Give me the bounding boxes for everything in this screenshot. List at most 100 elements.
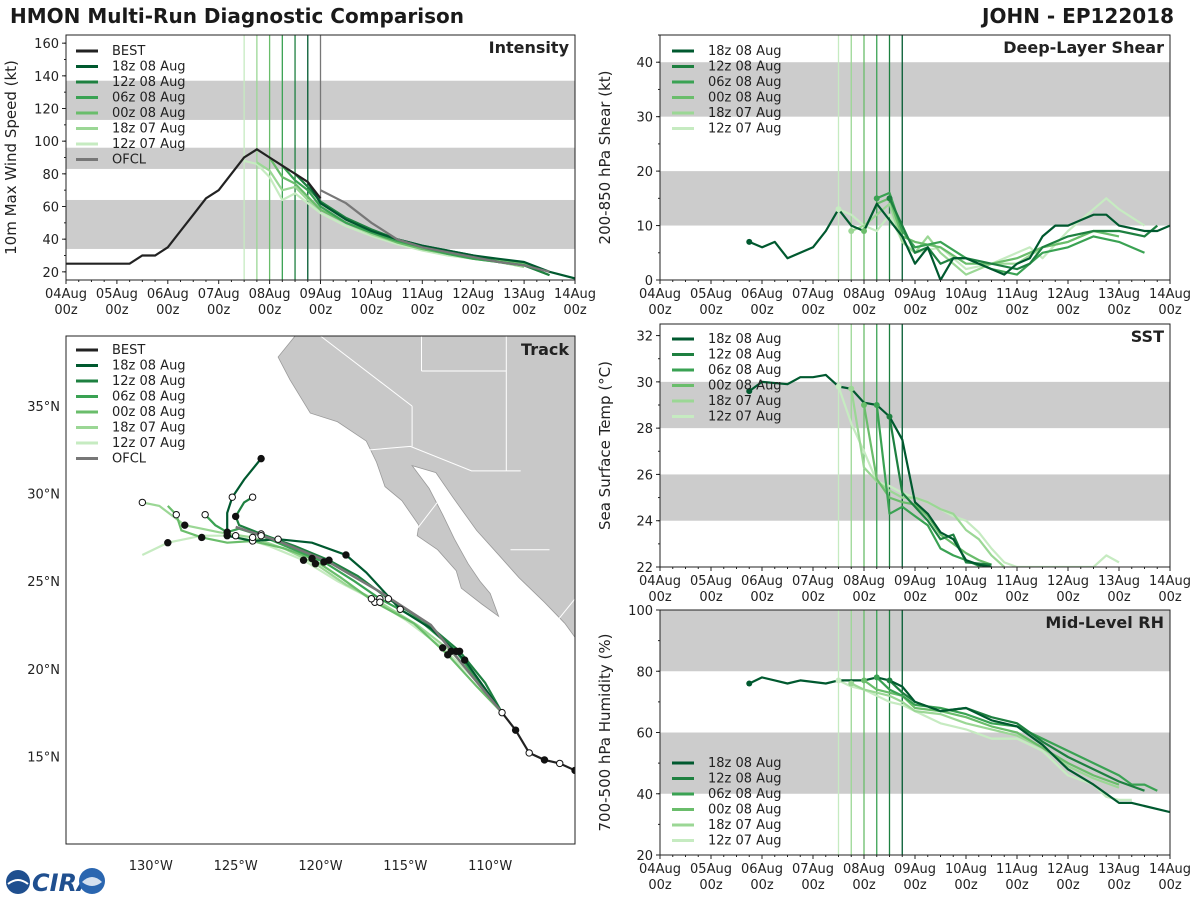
shear-xtick-label-day: 07Aug <box>792 287 834 302</box>
state-border <box>416 495 444 530</box>
track-legend-label: 18z 08 Aug <box>112 359 186 374</box>
intensity-xtick-label-day: 06Aug <box>147 287 189 302</box>
intensity-xtick-label-hour: 00z <box>105 303 129 318</box>
intensity-title: Intensity <box>489 38 570 57</box>
rh-ytick-label: 20 <box>636 849 653 864</box>
shear-panel: 01020304004Aug00z05Aug00z06Aug00z07Aug00… <box>596 34 1191 318</box>
sst-legend-label: 12z 08 Aug <box>708 348 782 363</box>
sst-legend-label: 18z 07 Aug <box>708 394 782 409</box>
state-border <box>557 598 575 621</box>
intensity-xtick-label-hour: 00z <box>563 303 587 318</box>
cira-logo: CIRA <box>6 868 105 897</box>
rh-xtick-label-day: 05Aug <box>690 862 732 877</box>
shear-legend-label: 18z 08 Aug <box>708 44 782 59</box>
track-position-marker <box>138 498 147 507</box>
sst-xtick-label-hour: 00z <box>903 590 927 605</box>
track-position-marker <box>257 454 265 463</box>
sst-start-marker <box>835 383 842 390</box>
shear-band <box>660 171 1170 226</box>
rh-plot-area <box>660 610 1170 855</box>
track-ytick-label: 15°N <box>27 750 60 765</box>
track-position-marker <box>198 533 206 542</box>
track-xtick-label: 110°W <box>468 859 512 874</box>
intensity-xtick-label-hour: 00z <box>411 303 435 318</box>
intensity-xtick-label-hour: 00z <box>512 303 536 318</box>
sst-xtick-label-hour: 00z <box>852 590 876 605</box>
track-position-marker <box>172 510 180 519</box>
track-best-line <box>501 711 575 772</box>
shear-ytick-label: 0 <box>645 274 653 289</box>
rh-title: Mid-Level RH <box>1045 613 1164 632</box>
track-position-marker <box>367 595 376 603</box>
track-position-marker <box>320 558 328 566</box>
sst-plot-area <box>660 324 1170 567</box>
rh-legend-label: 00z 08 Aug <box>708 803 782 818</box>
rh-panel: 2040608010004Aug00z05Aug00z06Aug00z07Aug… <box>596 604 1191 893</box>
rh-start-marker <box>848 680 855 687</box>
track-position-marker <box>231 512 240 521</box>
rh-xtick-label-hour: 00z <box>1107 878 1131 893</box>
intensity-legend-label: 18z 07 Aug <box>112 122 186 137</box>
sst-start-marker <box>873 402 880 408</box>
shear-legend-label: 00z 08 Aug <box>708 91 782 106</box>
intensity-xtick-label-day: 05Aug <box>96 287 138 302</box>
sst-xtick-label-hour: 00z <box>801 590 825 605</box>
track-position-marker <box>308 554 316 563</box>
track-frame <box>65 335 576 845</box>
shear-xtick-label-day: 05Aug <box>690 287 732 302</box>
shear-start-marker <box>873 195 880 202</box>
intensity-ofcl-line <box>320 189 550 273</box>
intensity-xtick-label-day: 09Aug <box>300 287 342 302</box>
rh-legend-label: 12z 07 Aug <box>708 834 782 849</box>
intensity-xtick-label-day: 04Aug <box>45 287 87 302</box>
rh-series-line <box>850 682 1120 789</box>
track-position-marker <box>274 535 282 543</box>
sst-ytick-label: 28 <box>636 422 653 437</box>
sst-xtick-label-hour: 00z <box>1107 590 1131 605</box>
intensity-ytick-label: 80 <box>42 168 59 183</box>
track-legend-label: BEST <box>112 343 145 358</box>
sst-start-marker <box>886 413 893 420</box>
sst-ytick-label: 26 <box>636 468 653 483</box>
shear-series-line <box>888 197 1159 271</box>
track-best-marker <box>525 749 533 757</box>
track-panel: 15°N 20°N 25°N 30°N 35°N 130°W 125°W 120°W 115°W… <box>27 335 576 874</box>
track-legend-label: 12z 08 Aug <box>112 374 186 389</box>
intensity-ytick-label: 140 <box>34 70 59 85</box>
intensity-ytick-label: 20 <box>42 266 59 281</box>
storm-id: JOHN - EP122018 <box>982 4 1174 28</box>
intensity-ylabel: 10m Max Wind Speed (kt) <box>2 60 20 255</box>
rh-xtick-label-hour: 00z <box>903 878 927 893</box>
sst-start-marker <box>861 402 867 408</box>
sst-band <box>660 381 1170 429</box>
intensity-series-line <box>306 181 575 280</box>
shear-series-line <box>838 197 1146 271</box>
intensity-xtick-label-day: 07Aug <box>198 287 240 302</box>
track-position-marker <box>201 510 209 519</box>
shear-xtick-label-day: 06Aug <box>741 287 783 302</box>
track-position-marker <box>257 531 265 540</box>
rh-series-line <box>863 679 1120 786</box>
sst-panel: 22242628303204Aug00z05Aug00z06Aug00z07Au… <box>596 323 1191 605</box>
rh-xtick-label-day: 10Aug <box>945 862 987 877</box>
intensity-xtick-label-hour: 00z <box>309 303 333 318</box>
shear-xtick-label-day: 09Aug <box>894 287 936 302</box>
page-title: HMON Multi-Run Diagnostic Comparison <box>10 4 464 28</box>
track-legend-label: 00z 08 Aug <box>112 405 186 420</box>
rh-xtick-label-hour: 00z <box>954 878 978 893</box>
intensity-ytick-label: 120 <box>34 103 59 118</box>
rh-ytick-label: 60 <box>636 727 653 742</box>
sst-ylabel: Sea Surface Temp (°C) <box>596 361 614 530</box>
shear-xtick-label-day: 11Aug <box>996 287 1038 302</box>
sst-series-line <box>862 404 992 566</box>
track-ytick-label: 20°N <box>27 663 60 678</box>
intensity-xtick-label-hour: 00z <box>54 303 78 318</box>
track-legend-label: 18z 07 Aug <box>112 421 186 436</box>
track-title: Track <box>521 340 569 359</box>
sst-xtick-label-day: 06Aug <box>741 574 783 589</box>
track-xtick-label: 115°W <box>383 859 427 874</box>
sst-xtick-label-day: 04Aug <box>639 574 681 589</box>
shear-start-marker <box>746 238 753 245</box>
intensity-xtick-label-hour: 00z <box>360 303 384 318</box>
